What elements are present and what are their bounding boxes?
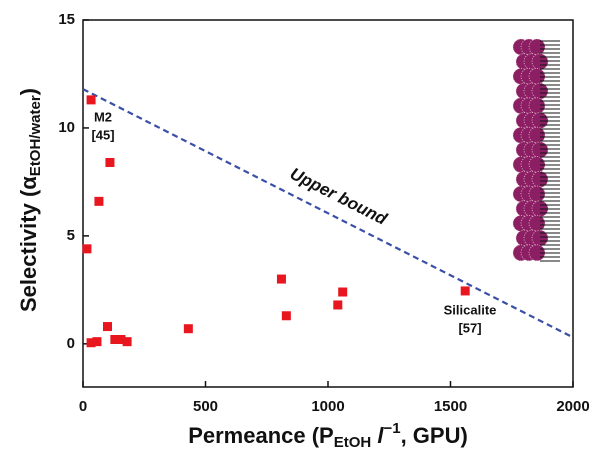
x-label-part: Permeance (P [188, 423, 334, 448]
plot-frame [82, 19, 574, 388]
data-point [338, 287, 348, 297]
x-tick-label: 0 [79, 398, 87, 415]
annotation: [57] [458, 320, 481, 335]
data-point [103, 322, 112, 332]
annotation: M2 [94, 109, 112, 124]
y-tick-label: 10 [58, 119, 75, 136]
membrane-particle [531, 82, 549, 100]
y-axis-label: Selectivity (αEtOH/water) [16, 88, 44, 312]
upper-bound-line [82, 88, 574, 339]
x-label-sub: EtOH [334, 434, 372, 451]
data-point [460, 286, 470, 296]
annotation: [45] [91, 127, 114, 142]
data-point [86, 338, 96, 348]
data-point [86, 95, 96, 105]
data-point [110, 335, 120, 345]
x-label-part: , GPU) [401, 423, 468, 448]
membrane-particle [531, 141, 549, 159]
y-label-part: ) [16, 88, 41, 95]
membrane-illustration [512, 38, 560, 262]
membrane-particle [528, 68, 546, 85]
data-point [276, 274, 286, 284]
data-point [82, 244, 92, 254]
membrane-particle [528, 97, 546, 115]
x-tick-label: 1000 [311, 398, 344, 415]
upper-bound-label: Upper bound [287, 164, 390, 229]
x-axis-label: Permeance (PEtOH l−1, GPU) [188, 420, 468, 451]
membrane-particle [528, 38, 546, 56]
y-label-part: Selectivity (α [16, 176, 41, 312]
membrane-particle [531, 229, 549, 247]
data-point [183, 324, 193, 334]
y-tick-label: 5 [67, 227, 75, 244]
data-point [94, 196, 104, 206]
x-tick-label: 1500 [434, 398, 467, 415]
x-label-sup: −1 [383, 420, 400, 437]
membrane-particle [531, 53, 549, 71]
y-tick-label: 15 [58, 11, 75, 28]
annotation: Silicalite [444, 302, 497, 317]
membrane-particle [528, 126, 546, 144]
x-label-part: l [371, 423, 384, 448]
data-point [116, 335, 126, 345]
data-point [92, 337, 102, 347]
membrane-particle [528, 185, 546, 203]
membrane-particle [528, 214, 546, 232]
x-tick-label: 2000 [556, 398, 589, 415]
y-label-sub: EtOH/water [27, 95, 44, 176]
data-point [281, 311, 291, 321]
x-tick-label: 500 [193, 398, 218, 415]
data-point [105, 157, 115, 167]
data-point [333, 300, 343, 310]
y-tick-label: 0 [67, 335, 75, 352]
data-point [122, 337, 132, 347]
membrane-particle [531, 170, 549, 188]
